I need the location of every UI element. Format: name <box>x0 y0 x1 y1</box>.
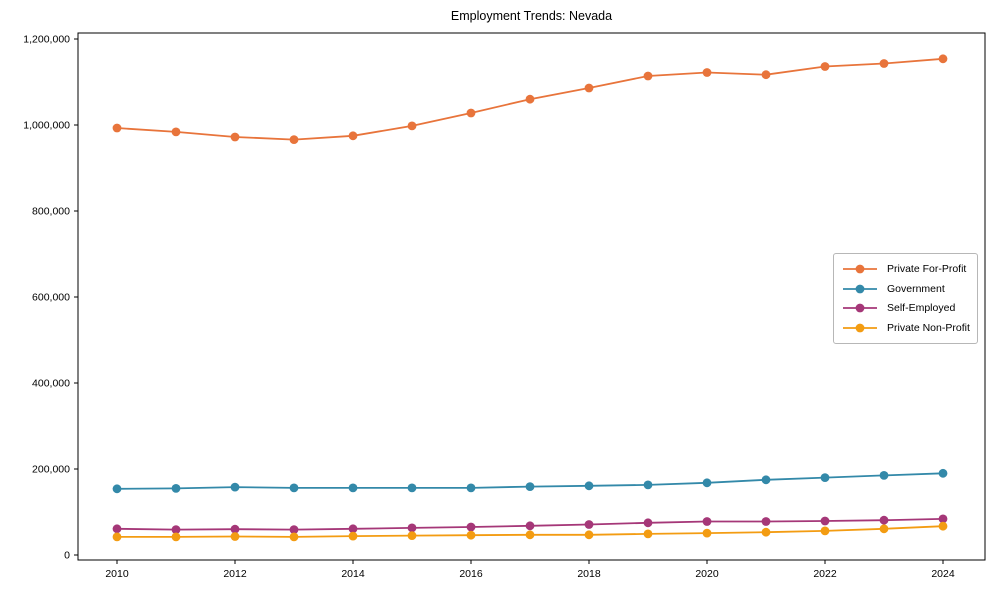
data-point-marker <box>879 515 889 525</box>
data-point-marker <box>938 468 948 478</box>
data-point-marker <box>820 62 830 71</box>
data-point-marker <box>348 483 358 493</box>
legend-line-marker-icon <box>843 264 877 274</box>
data-point-marker <box>879 471 889 480</box>
data-point-marker <box>348 524 358 534</box>
data-point-marker <box>702 478 712 488</box>
data-point-marker <box>761 517 771 526</box>
legend-item: Private Non-Profit <box>841 318 970 338</box>
x-tick-label: 2016 <box>459 568 483 580</box>
data-point-marker <box>879 59 889 68</box>
y-tick-label: 200,000 <box>32 464 70 476</box>
y-tick-label: 1,000,000 <box>23 120 70 132</box>
y-tick-label: 600,000 <box>32 292 70 304</box>
data-point-marker <box>171 127 181 137</box>
data-point-marker <box>525 521 535 531</box>
x-tick-label: 2020 <box>695 568 719 580</box>
data-point-marker <box>407 531 417 540</box>
data-point-marker <box>230 532 240 541</box>
legend-line-marker-icon <box>843 303 877 313</box>
data-point-marker <box>112 524 122 534</box>
data-point-marker <box>702 528 712 538</box>
data-point-marker <box>643 71 653 81</box>
data-point-marker <box>230 524 240 534</box>
data-point-marker <box>938 514 948 524</box>
y-tick-label: 0 <box>64 550 70 562</box>
data-point-marker <box>171 484 181 493</box>
data-point-marker <box>525 530 535 540</box>
y-tick-label: 400,000 <box>32 378 70 390</box>
data-point-marker <box>407 523 417 533</box>
data-point-marker <box>820 473 830 482</box>
legend-line-marker-icon <box>843 323 877 333</box>
data-point-marker <box>466 522 476 532</box>
data-point-marker <box>584 481 594 491</box>
data-point-marker <box>407 483 417 493</box>
data-point-marker <box>584 520 594 529</box>
data-point-marker <box>171 532 181 542</box>
data-point-marker <box>230 482 240 492</box>
data-point-marker <box>938 54 948 64</box>
data-point-marker <box>230 132 240 142</box>
x-tick-label: 2012 <box>223 568 247 580</box>
x-tick-label: 2022 <box>813 568 837 580</box>
data-point-marker <box>525 94 535 104</box>
data-point-marker <box>171 525 181 534</box>
legend-item: Government <box>841 279 970 299</box>
data-point-marker <box>289 483 299 493</box>
data-point-marker <box>643 529 653 539</box>
data-point-marker <box>584 83 594 93</box>
data-point-marker <box>761 475 771 485</box>
data-point-marker <box>820 526 830 536</box>
x-tick-label: 2018 <box>577 568 601 580</box>
legend-item: Self-Employed <box>841 299 970 319</box>
data-point-marker <box>407 121 417 131</box>
data-point-marker <box>702 68 712 77</box>
data-point-marker <box>466 530 476 540</box>
legend: Private For-Profit Government Self-Employe… <box>833 253 978 344</box>
data-point-marker <box>702 517 712 526</box>
data-point-marker <box>112 532 122 542</box>
y-tick-label: 1,200,000 <box>23 34 70 46</box>
data-point-marker <box>289 525 299 534</box>
legend-label: Private Non-Profit <box>887 322 970 335</box>
legend-item: Private For-Profit <box>841 259 970 279</box>
x-tick-label: 2024 <box>931 568 955 580</box>
data-point-marker <box>643 480 653 490</box>
data-point-marker <box>584 530 594 540</box>
data-point-marker <box>112 484 122 494</box>
data-point-marker <box>761 527 771 537</box>
data-point-marker <box>466 108 476 118</box>
data-point-marker <box>761 70 771 80</box>
data-point-marker <box>879 524 889 534</box>
data-point-marker <box>466 483 476 493</box>
x-tick-label: 2010 <box>105 568 129 580</box>
legend-label: Government <box>887 282 945 295</box>
y-tick-label: 800,000 <box>32 206 70 218</box>
legend-label: Private For-Profit <box>887 262 967 275</box>
data-point-marker <box>348 131 358 141</box>
x-tick-label: 2014 <box>341 568 365 580</box>
legend-line-marker-icon <box>843 284 877 294</box>
legend-label: Self-Employed <box>887 302 956 315</box>
data-point-marker <box>643 518 653 528</box>
data-point-marker <box>289 532 299 542</box>
chart-title: Employment Trends: Nevada <box>450 9 613 23</box>
data-point-marker <box>289 135 299 145</box>
data-point-marker <box>348 531 358 541</box>
data-point-marker <box>525 482 535 491</box>
data-point-marker <box>112 123 122 133</box>
data-point-marker <box>820 516 830 526</box>
data-point-marker <box>938 521 948 531</box>
